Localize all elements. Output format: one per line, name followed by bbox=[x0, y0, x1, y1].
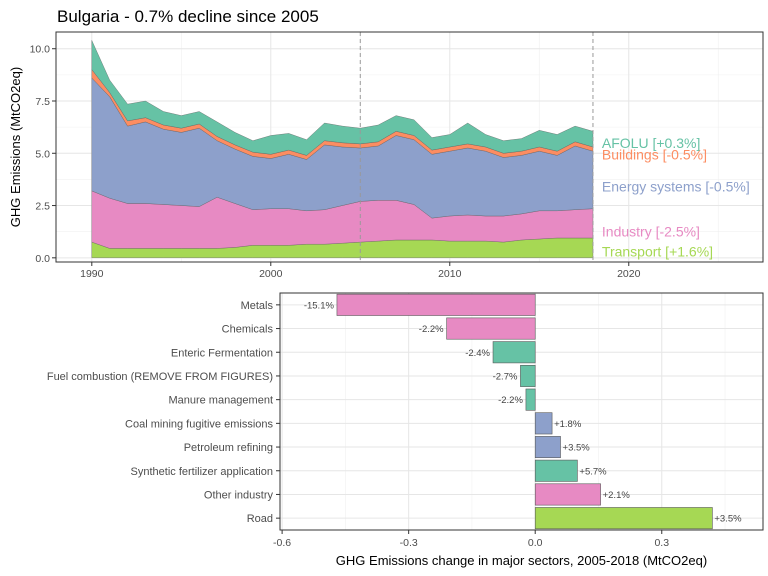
series-label: Industry [-2.5%] bbox=[602, 224, 700, 240]
x-tick-label-top: 2000 bbox=[259, 268, 283, 280]
bar-data-label: -2.4% bbox=[465, 348, 490, 359]
category-label: Petroleum refining bbox=[184, 442, 273, 454]
x-tick-label-bottom: -0.3 bbox=[400, 537, 418, 549]
x-axis-title-bottom: GHG Emissions change in major sectors, 2… bbox=[336, 553, 707, 568]
chart-title: Bulgaria - 0.7% decline since 2005 bbox=[57, 7, 319, 26]
y-tick-label-top: 2.5 bbox=[35, 201, 50, 213]
category-label: Fuel combustion (REMOVE FROM FIGURES) bbox=[47, 371, 273, 383]
bar bbox=[520, 364, 536, 387]
category-label: Enteric Fermentation bbox=[171, 347, 273, 359]
plot-border-top bbox=[55, 31, 764, 263]
category-label: Manure management bbox=[168, 395, 273, 407]
series-label: Buildings [-0.5%] bbox=[602, 146, 707, 162]
y-tick-label-top: 5.0 bbox=[35, 148, 50, 160]
y-tick-label-top: 7.5 bbox=[35, 96, 50, 108]
x-tick-label-bottom: 0.0 bbox=[528, 537, 543, 549]
x-tick-label-bottom: -0.6 bbox=[273, 537, 291, 549]
series-label: Energy systems [-0.5%] bbox=[602, 179, 750, 195]
x-tick-label-top: 2010 bbox=[438, 268, 462, 280]
bar-data-label: -2.2% bbox=[419, 324, 444, 335]
bar-data-label: +3.5% bbox=[714, 514, 742, 525]
bar-data-label: +3.5% bbox=[563, 443, 591, 454]
x-tick-label-top: 1990 bbox=[80, 268, 104, 280]
bar-data-label: -2.7% bbox=[493, 371, 518, 382]
category-label: Road bbox=[247, 513, 273, 525]
bar bbox=[534, 507, 713, 530]
bar bbox=[336, 293, 536, 316]
category-label: Other industry bbox=[204, 489, 274, 501]
category-label: Chemicals bbox=[222, 324, 274, 336]
series-label: Transport [+1.6%] bbox=[602, 244, 713, 260]
y-axis-title-top: GHG Emissions (MtCO2eq) bbox=[8, 67, 23, 227]
y-tick-label-top: 0.0 bbox=[35, 253, 50, 265]
series-label: AFOLU [+0.3%] bbox=[602, 135, 700, 151]
bar-data-label: -2.2% bbox=[498, 395, 523, 406]
plot-border-bottom bbox=[279, 292, 764, 531]
bar bbox=[525, 388, 536, 411]
bar bbox=[446, 317, 536, 340]
category-label: Synthetic fertilizer application bbox=[131, 466, 273, 478]
bar-data-label: +5.7% bbox=[579, 466, 607, 477]
bar bbox=[534, 436, 561, 459]
bar bbox=[492, 341, 536, 364]
bar bbox=[534, 483, 601, 506]
category-label: Coal mining fugitive emissions bbox=[125, 418, 273, 430]
bar-data-label: +2.1% bbox=[603, 490, 631, 501]
x-tick-label-bottom: 0.3 bbox=[654, 537, 669, 549]
bar-data-label: -15.1% bbox=[304, 300, 335, 311]
y-tick-label-top: 10.0 bbox=[30, 44, 51, 56]
category-label: Metals bbox=[241, 300, 274, 312]
x-tick-label-top: 2020 bbox=[617, 268, 641, 280]
bar bbox=[534, 412, 553, 435]
bar bbox=[534, 459, 578, 482]
bar-data-label: +1.8% bbox=[554, 419, 582, 430]
